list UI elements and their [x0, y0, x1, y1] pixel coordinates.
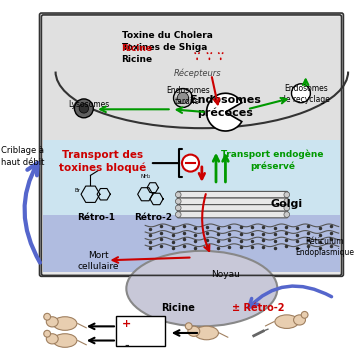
Ellipse shape — [275, 315, 299, 329]
Circle shape — [79, 104, 88, 113]
Ellipse shape — [46, 317, 58, 327]
FancyBboxPatch shape — [43, 139, 340, 215]
Ellipse shape — [53, 334, 77, 347]
Text: Noyau: Noyau — [211, 270, 240, 279]
Circle shape — [284, 199, 290, 204]
FancyBboxPatch shape — [177, 191, 288, 198]
FancyBboxPatch shape — [177, 205, 288, 211]
Text: Rétro-2: Rétro-2 — [134, 213, 172, 222]
Wedge shape — [207, 93, 242, 131]
Ellipse shape — [195, 326, 218, 340]
Text: Golgi: Golgi — [271, 199, 303, 209]
Circle shape — [284, 192, 290, 197]
Text: Endosomes
tardifs: Endosomes tardifs — [166, 86, 209, 106]
Circle shape — [177, 92, 189, 104]
Ellipse shape — [126, 251, 277, 326]
FancyBboxPatch shape — [177, 211, 288, 218]
Text: +: + — [122, 319, 131, 330]
Text: Transport des
toxines bloqué: Transport des toxines bloqué — [59, 150, 146, 173]
Ellipse shape — [53, 317, 77, 330]
Text: Transport endogène
préservé: Transport endogène préservé — [221, 150, 324, 171]
FancyArrowPatch shape — [249, 286, 332, 307]
Text: Endosomes
de recyclage: Endosomes de recyclage — [281, 84, 330, 104]
Ellipse shape — [188, 326, 200, 337]
Text: Mort
cellulaire: Mort cellulaire — [77, 251, 119, 271]
Circle shape — [175, 205, 181, 211]
Ellipse shape — [46, 334, 58, 344]
Circle shape — [182, 155, 199, 172]
Text: Criblage à
haut débit: Criblage à haut débit — [1, 146, 44, 167]
Circle shape — [44, 313, 50, 320]
FancyBboxPatch shape — [43, 17, 340, 139]
Circle shape — [291, 84, 310, 103]
Text: Lysosomes: Lysosomes — [68, 100, 109, 109]
FancyArrowPatch shape — [24, 163, 40, 262]
Text: Récepteurs: Récepteurs — [173, 69, 221, 78]
Circle shape — [284, 212, 290, 217]
Circle shape — [175, 192, 181, 197]
Text: Réticulum
Endoplasmique: Réticulum Endoplasmique — [295, 237, 354, 257]
Text: Ricine: Ricine — [122, 44, 153, 53]
Circle shape — [175, 199, 181, 204]
Ellipse shape — [294, 315, 305, 325]
Circle shape — [185, 323, 192, 330]
Circle shape — [175, 212, 181, 217]
Circle shape — [301, 311, 308, 318]
Circle shape — [284, 205, 290, 211]
Text: Rétro-1: Rétro-1 — [77, 213, 115, 222]
Text: Ricine: Ricine — [161, 303, 195, 313]
FancyBboxPatch shape — [39, 13, 343, 276]
Circle shape — [44, 330, 50, 337]
FancyBboxPatch shape — [43, 215, 340, 272]
Text: Br: Br — [74, 188, 80, 193]
FancyBboxPatch shape — [116, 316, 165, 346]
Circle shape — [74, 99, 93, 118]
Text: Toxine du Cholera
Toxines de Shiga
Ricine: Toxine du Cholera Toxines de Shiga Ricin… — [122, 31, 213, 64]
Text: Endosomes
précoces: Endosomes précoces — [190, 95, 261, 118]
FancyBboxPatch shape — [177, 198, 288, 205]
Text: ± Rétro-2: ± Rétro-2 — [232, 303, 285, 313]
Circle shape — [174, 89, 192, 107]
Text: NH₂: NH₂ — [140, 174, 151, 179]
Text: -: - — [124, 340, 129, 350]
